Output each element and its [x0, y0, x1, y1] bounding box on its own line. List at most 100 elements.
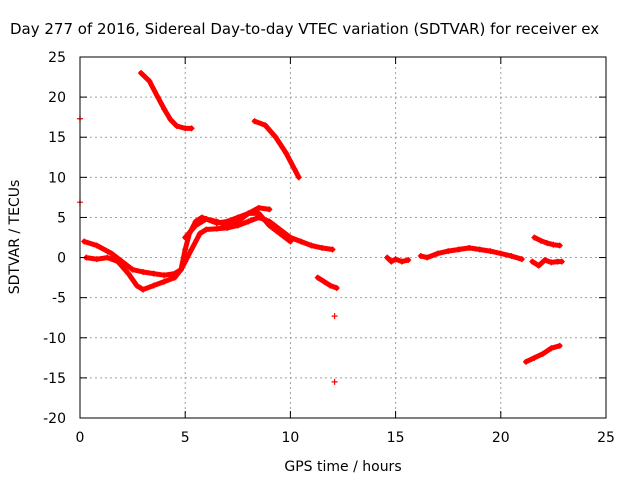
- data-point: [556, 242, 563, 249]
- data-point: [266, 206, 273, 213]
- data-point: [295, 174, 302, 181]
- data-point: [455, 246, 462, 253]
- data-point: [327, 282, 334, 289]
- series-band: [252, 118, 302, 180]
- data-point: [245, 210, 252, 217]
- data-point: [213, 225, 220, 232]
- data-point: [384, 254, 391, 261]
- series-isolated: [77, 115, 338, 385]
- data-point: [161, 278, 168, 285]
- data-point: [167, 116, 174, 123]
- x-tick-label: 20: [492, 430, 510, 446]
- data-point: [140, 286, 147, 293]
- x-tick-label: 0: [76, 430, 85, 446]
- data-point: [508, 252, 515, 259]
- data-point: [182, 234, 189, 241]
- data-point: [192, 222, 199, 229]
- data-point: [196, 230, 203, 237]
- data-point: [140, 268, 147, 275]
- data-point: [161, 272, 168, 279]
- data-point: [405, 256, 412, 263]
- y-tick-label: 25: [48, 50, 66, 66]
- data-point: [558, 258, 565, 265]
- data-point: [93, 256, 100, 263]
- data-point: [434, 250, 441, 257]
- y-tick-label: 15: [48, 130, 66, 146]
- data-point: [333, 285, 340, 292]
- data-point: [93, 242, 100, 249]
- data-point: [417, 252, 424, 259]
- data-point: [529, 258, 536, 265]
- data-point: [398, 258, 405, 265]
- data-point: [541, 256, 548, 263]
- data-point: [255, 210, 262, 217]
- data-point: [329, 246, 336, 253]
- data-point: [283, 150, 290, 157]
- data-points: [77, 70, 565, 385]
- y-tick-label: -5: [52, 291, 66, 307]
- data-point: [262, 122, 269, 129]
- data-point: [531, 354, 538, 361]
- data-point: [392, 256, 399, 263]
- y-tick-label: -15: [43, 371, 66, 387]
- series-arc-neg-21-23: [523, 342, 563, 365]
- data-point: [245, 218, 252, 225]
- series-arc-main-a: [81, 214, 336, 279]
- data-point: [182, 125, 189, 132]
- data-point: [321, 278, 328, 285]
- series-band: [315, 275, 340, 291]
- data-point: [129, 266, 136, 273]
- plot-frame: [79, 56, 607, 419]
- data-point: [535, 262, 542, 269]
- data-point: [291, 166, 298, 173]
- data-point: [523, 358, 530, 365]
- series-arc-main-c: [182, 204, 273, 241]
- data-point: [548, 345, 555, 352]
- data-point: [150, 270, 157, 277]
- data-point: [266, 222, 273, 229]
- data-point: [308, 242, 315, 249]
- x-tick-label: 5: [181, 430, 190, 446]
- series-arc-16-21: [417, 244, 525, 263]
- data-point: [104, 254, 111, 261]
- data-point: [297, 238, 304, 245]
- data-point: [234, 218, 241, 225]
- data-point: [548, 259, 555, 266]
- y-tick-label: 20: [48, 90, 66, 106]
- data-point: [556, 342, 563, 349]
- data-point: [108, 250, 115, 257]
- data-point: [213, 218, 220, 225]
- data-point: [518, 256, 525, 263]
- series-arc-21-23-mid: [529, 256, 565, 269]
- data-point: [138, 70, 145, 77]
- x-axis-label: GPS time / hours: [284, 459, 401, 475]
- series-arc-neg-11-12: [314, 274, 340, 292]
- data-point: [318, 244, 325, 251]
- series-arc-21-23-upper: [531, 234, 563, 249]
- data-point: [177, 266, 184, 273]
- data-point: [287, 238, 294, 245]
- data-point: [424, 254, 431, 261]
- y-axis-label: SDTVAR / TECUs: [7, 180, 23, 295]
- data-point: [188, 246, 195, 253]
- data-point: [331, 378, 338, 385]
- data-point: [314, 274, 321, 281]
- data-point: [531, 234, 538, 241]
- data-point: [276, 230, 283, 237]
- data-point: [173, 122, 180, 129]
- data-point: [550, 241, 557, 248]
- y-tick-label: -20: [43, 411, 66, 427]
- y-tick-label: 10: [48, 170, 66, 186]
- data-point: [133, 282, 140, 289]
- axis-ticks: 0 5 10 15 20 25 -20 -15 -10 -5 0 5 10 15 20 25: [43, 50, 615, 446]
- data-point: [171, 274, 178, 281]
- data-point: [154, 94, 161, 101]
- data-point: [114, 258, 121, 265]
- data-point: [445, 248, 452, 255]
- data-point: [203, 216, 210, 223]
- data-point: [188, 125, 195, 132]
- series-arc-desc-3-5: [138, 70, 195, 132]
- data-point: [539, 350, 546, 357]
- data-point: [150, 282, 157, 289]
